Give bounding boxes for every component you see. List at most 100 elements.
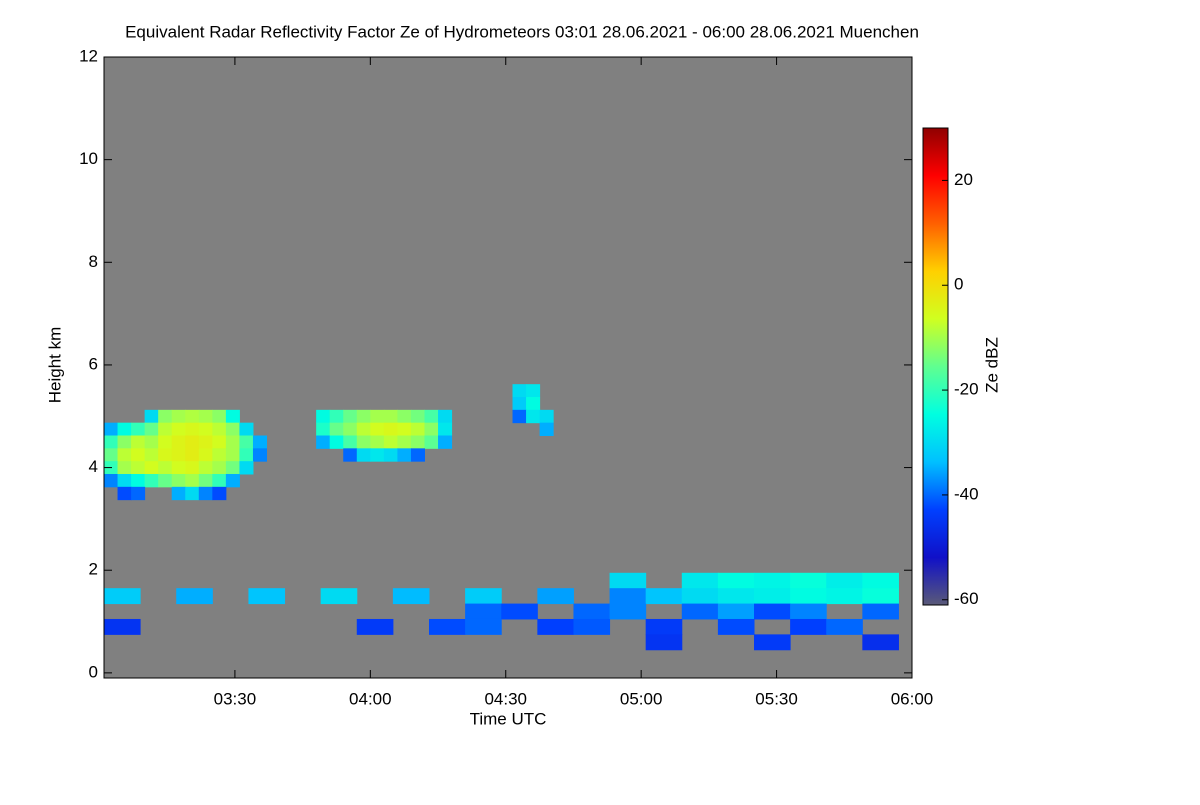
heatmap-cell [225,473,240,488]
heatmap-cell [429,618,466,635]
heatmap-cell [383,448,398,462]
heatmap-cell [176,588,213,605]
heatmap-cell [383,409,398,424]
y-tick-label: 4 [89,457,98,476]
heatmap-cell [329,435,344,449]
heatmap-cell [131,461,146,475]
heatmap-cell [212,409,227,424]
heatmap-cell [862,634,899,651]
heatmap-cell [212,422,227,437]
heatmap-cell [329,422,344,437]
y-tick-label: 10 [79,149,98,168]
heatmap-cell [609,588,647,605]
heatmap-cell [158,448,173,462]
heatmap-cell [343,448,358,462]
heatmap-cell [158,422,173,437]
heatmap-cell [512,397,527,411]
heatmap-cell [356,618,394,635]
heatmap-cell [537,618,574,635]
heatmap-cell [171,448,186,462]
heatmap-cell [343,422,358,437]
heatmap-cell [171,435,186,449]
heatmap-cell [158,461,173,475]
heatmap-cell [212,435,227,449]
heatmap-cell [356,448,371,462]
heatmap-cell [826,618,863,635]
heatmap-cell [397,448,412,462]
heatmap-cell [198,473,213,488]
heatmap-cell [573,603,611,620]
heatmap-cell [343,409,358,424]
heatmap-cell [438,409,453,424]
heatmap-cell [826,588,863,605]
heatmap-cell [424,409,439,424]
heatmap-cell [212,448,227,462]
heatmap-cell [198,435,213,449]
heatmap-cell [239,422,254,437]
heatmap-cell [717,603,755,620]
heatmap-cell [790,588,827,605]
heatmap-cell [104,618,141,635]
heatmap-cell [131,422,146,437]
heatmap-cell [526,384,541,398]
x-tick-label: 03:30 [214,689,257,708]
heatmap-cell [104,473,119,488]
heatmap-cell [144,448,159,462]
heatmap-cell [131,473,146,488]
heatmap-cell [383,422,398,437]
heatmap-cell [117,461,132,475]
heatmap-cell [392,588,430,605]
heatmap-cell [144,409,159,424]
colorbar-tick-label: 20 [954,170,973,189]
plot-frame [103,56,913,679]
heatmap-cell [465,618,502,635]
heatmap-cell [717,572,755,589]
heatmap-cell [512,409,527,424]
heatmap-cell [248,588,286,605]
heatmap-cell [104,435,119,449]
heatmap-cell [526,397,541,411]
y-tick-label: 2 [89,560,98,579]
y-tick-label: 12 [79,46,98,65]
heatmap-cell [717,618,755,635]
heatmap-cell [185,409,200,424]
heatmap-cell [826,572,863,589]
heatmap-cell [681,572,719,589]
x-tick-label: 05:30 [755,689,798,708]
heatmap-cell [225,435,240,449]
colorbar-tick-label: -40 [954,484,979,503]
heatmap-cell [144,422,159,437]
heatmap-cell [370,409,385,424]
heatmap-cell [424,422,439,437]
heatmap-cell [131,486,146,501]
heatmap-cell [158,409,173,424]
heatmap-cell [117,473,132,488]
heatmap-cell [171,473,186,488]
heatmap-cell [320,588,358,605]
colorbar-tick-label: 0 [954,275,963,294]
heatmap-cell [171,461,186,475]
heatmap-cell [754,572,791,589]
heatmap-cell [862,572,899,589]
colorbar-tick-label: -60 [954,589,979,608]
heatmap-cell [609,603,647,620]
colorbar-tick-label: -20 [954,380,979,399]
heatmap-cell [438,422,453,437]
colorbar-label: Ze dBZ [982,337,1001,393]
heatmap-cell [131,448,146,462]
heatmap-cell [225,461,240,475]
heatmap-cell [424,435,439,449]
heatmap-cell [501,603,538,620]
heatmap-cell [438,435,453,449]
heatmap-cell [117,448,132,462]
heatmap-cell [117,435,132,449]
heatmap-cell [198,409,213,424]
x-tick-label: 06:00 [891,689,934,708]
heatmap-cell [198,486,213,501]
heatmap-cell [539,409,554,424]
heatmap-cell [862,588,899,605]
heatmap-cell [397,409,412,424]
heatmap-cell [356,409,371,424]
heatmap-cell [754,603,791,620]
